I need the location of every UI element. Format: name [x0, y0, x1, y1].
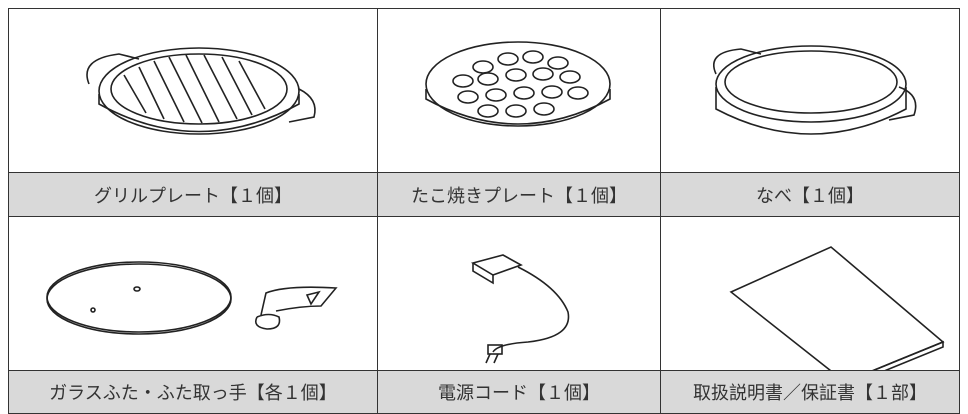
manual-drawing — [729, 246, 945, 370]
takoyaki-plate-drawing — [425, 41, 611, 127]
power-cord-image — [377, 216, 661, 371]
pot-drawing — [713, 45, 917, 135]
item-label: 取扱説明書／保証書【１部】 — [660, 370, 960, 414]
item-label: たこ焼きプレート【１個】 — [377, 172, 661, 217]
glass-lid-drawing — [46, 261, 338, 335]
item-label: なべ【１個】 — [660, 172, 960, 217]
takoyaki-plate-image — [377, 8, 661, 173]
grill-plate-drawing — [86, 47, 316, 135]
power-cord-drawing — [470, 254, 570, 364]
manual-image — [660, 216, 960, 371]
grill-plate-image — [8, 8, 378, 173]
glass-lid-image — [8, 216, 378, 371]
item-label: グリルプレート【１個】 — [8, 172, 378, 217]
item-label: ガラスふた・ふた取っ手【各１個】 — [8, 370, 378, 414]
item-label: 電源コード【１個】 — [377, 370, 661, 414]
pot-image — [660, 8, 960, 173]
